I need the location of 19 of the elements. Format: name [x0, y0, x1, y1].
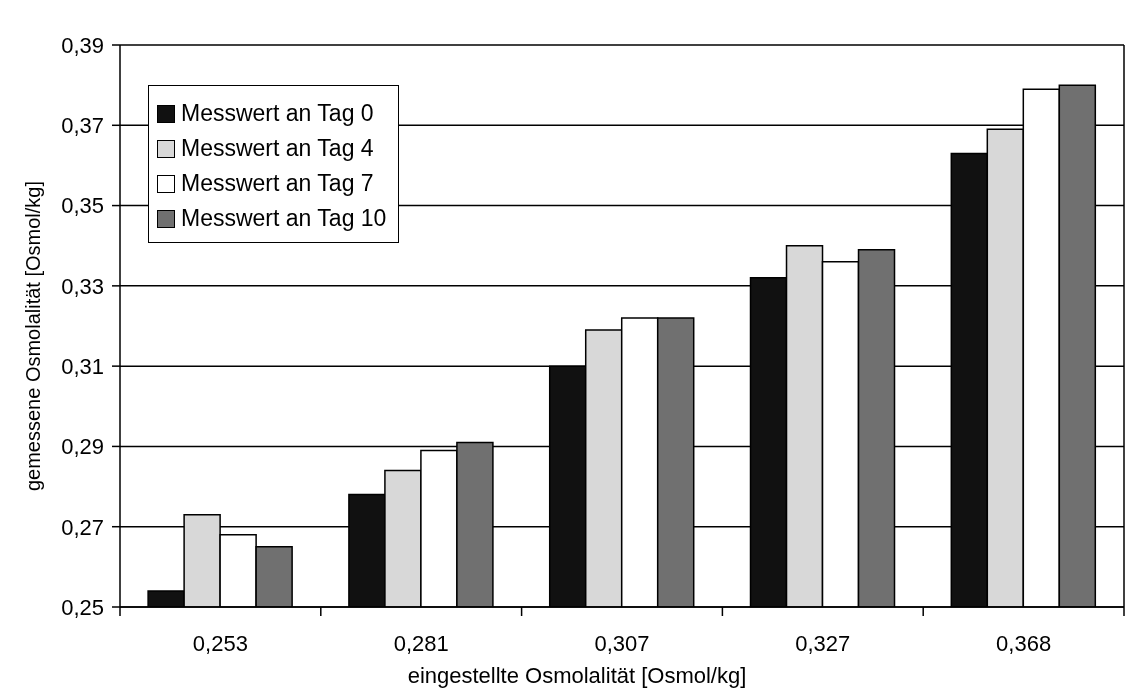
x-tick-label: 0,368 — [996, 631, 1052, 656]
x-tick-label: 0,281 — [393, 631, 449, 656]
y-tick-label: 0,35 — [61, 193, 104, 219]
y-axis-title: gemessene Osmolalität [Osmol/kg] — [22, 180, 44, 492]
y-tick-label: 0,39 — [61, 32, 104, 58]
x-tick-label: 0,307 — [594, 631, 650, 656]
y-tick-label: 0,27 — [61, 514, 104, 540]
y-tick-label: 0,25 — [61, 594, 104, 620]
legend-label: Messwert an Tag 0 — [181, 100, 374, 127]
y-tick-label: 0,31 — [61, 353, 104, 379]
y-tick-label: 0,37 — [61, 113, 104, 139]
y-tick-label: 0,33 — [61, 273, 104, 299]
legend-label: Messwert an Tag 7 — [181, 170, 374, 197]
legend-label: Messwert an Tag 10 — [181, 205, 387, 232]
y-tick-label: 0,29 — [61, 434, 104, 460]
x-tick-label: 0,253 — [192, 631, 248, 656]
legend-label: Messwert an Tag 4 — [181, 135, 374, 162]
x-axis-title: eingestellte Osmolalität [Osmol/kg] — [407, 663, 747, 688]
x-tick-label: 0,327 — [795, 631, 851, 656]
